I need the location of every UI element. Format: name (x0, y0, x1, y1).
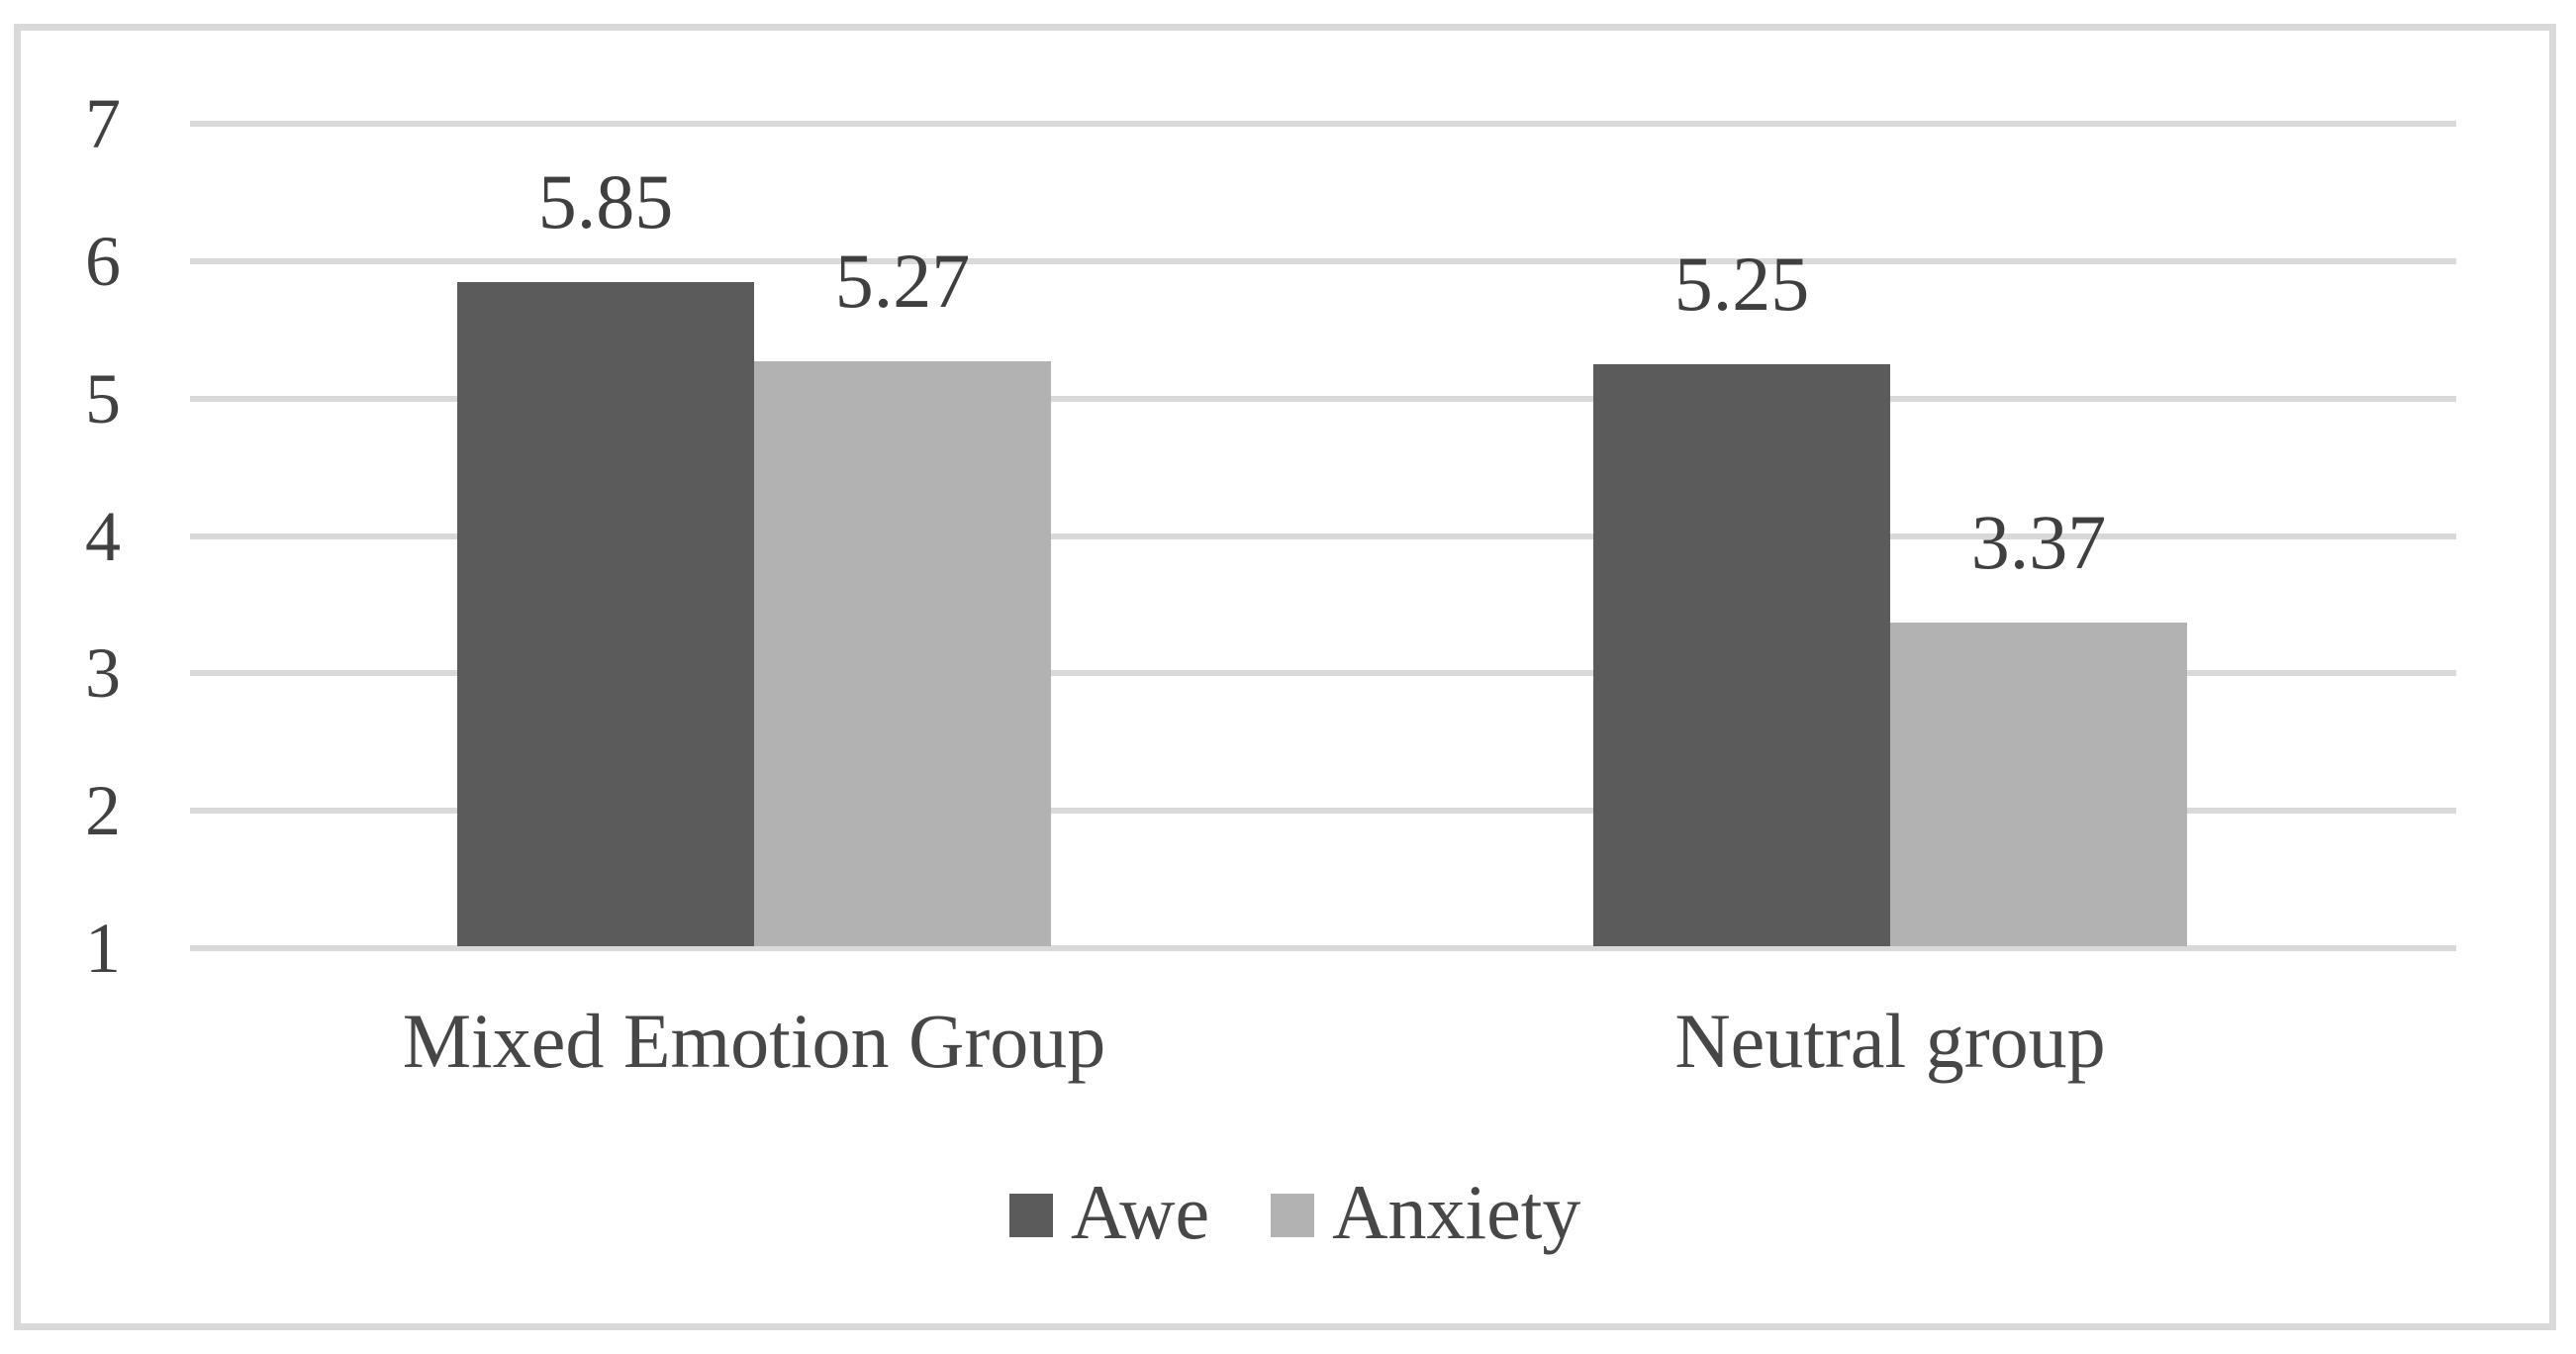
gridline-y6 (190, 257, 2456, 264)
x-axis-category-label-mixed-emotion-group: Mixed Emotion Group (402, 998, 1106, 1084)
gridline-y4 (190, 532, 2456, 539)
bar-anxiety-mixed-emotion-group (754, 361, 1051, 946)
bar-awe-neutral-group (1593, 363, 1890, 946)
gridline-y2 (190, 808, 2456, 815)
gridline-y7 (190, 121, 2456, 127)
y-axis-tick-label-1: 1 (85, 909, 121, 988)
bar-anxiety-neutral-group (1890, 622, 2187, 946)
value-label-awe-mixed-emotion-group: 5.85 (537, 157, 674, 244)
chart-legend: Awe Anxiety (1009, 1171, 1580, 1254)
value-label-anxiety-mixed-emotion-group: 5.27 (834, 238, 971, 325)
y-axis-tick-label-4: 4 (85, 496, 121, 576)
value-label-awe-neutral-group: 5.25 (1673, 240, 1810, 327)
legend-item-awe: Awe (1009, 1174, 1209, 1251)
value-label-anxiety-neutral-group: 3.37 (1970, 498, 2107, 585)
legend-swatch-anxiety (1271, 1194, 1315, 1237)
y-axis-tick-label-7: 7 (85, 84, 121, 163)
legend-item-anxiety: Anxiety (1271, 1174, 1580, 1251)
y-axis-tick-label-3: 3 (85, 633, 121, 714)
x-axis-category-label-neutral-group: Neutral group (1674, 998, 2106, 1084)
legend-label-anxiety: Anxiety (1332, 1169, 1581, 1255)
gridline-y1 (190, 945, 2456, 951)
gridline-y5 (190, 395, 2456, 402)
legend-label-awe: Awe (1071, 1169, 1210, 1255)
y-axis-tick-label-5: 5 (85, 358, 121, 438)
bar-awe-mixed-emotion-group (457, 281, 754, 946)
legend-swatch-awe (1009, 1194, 1053, 1237)
gridline-y3 (190, 670, 2456, 677)
y-axis-tick-label-2: 2 (85, 771, 121, 851)
y-axis-tick-label-6: 6 (85, 221, 121, 301)
chart-frame-border (14, 24, 2556, 1330)
